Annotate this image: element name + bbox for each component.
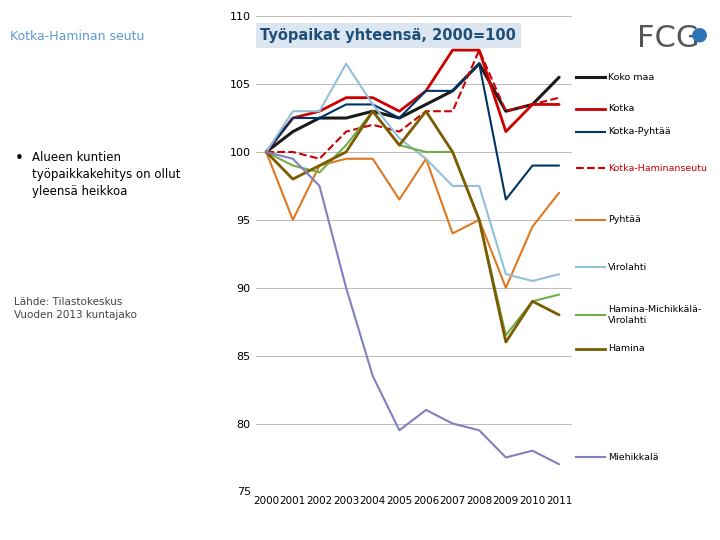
Text: Hamina-Michikkälä-
Virolahti: Hamina-Michikkälä- Virolahti xyxy=(608,305,702,325)
Text: Miehikkalä: Miehikkalä xyxy=(608,453,659,462)
Text: Kotka-Haminanseutu: Kotka-Haminanseutu xyxy=(608,164,708,173)
Text: ●: ● xyxy=(691,24,708,43)
Text: Alueen kuntien
työpaikkakehitys on ollut
yleensä heikkoa: Alueen kuntien työpaikkakehitys on ollut… xyxy=(32,151,181,198)
Text: Lähde: Tilastokeskus
Vuoden 2013 kuntajako: Lähde: Tilastokeskus Vuoden 2013 kuntaja… xyxy=(14,297,138,320)
Text: Koko maa: Koko maa xyxy=(608,73,654,82)
Text: •: • xyxy=(14,151,23,166)
Text: FCG: FCG xyxy=(637,24,700,53)
Text: Hamina: Hamina xyxy=(608,345,645,353)
Text: Kotka-Haminan seutu: Kotka-Haminan seutu xyxy=(10,30,145,43)
Text: Virolahti: Virolahti xyxy=(608,263,648,272)
Text: Kotka: Kotka xyxy=(608,104,635,113)
Text: Pyhtää: Pyhtää xyxy=(608,215,642,224)
Text: Kotka-Pyhtää: Kotka-Pyhtää xyxy=(608,127,671,136)
Text: Työpaikat yhteensä, 2000=100: Työpaikat yhteensä, 2000=100 xyxy=(261,28,516,43)
